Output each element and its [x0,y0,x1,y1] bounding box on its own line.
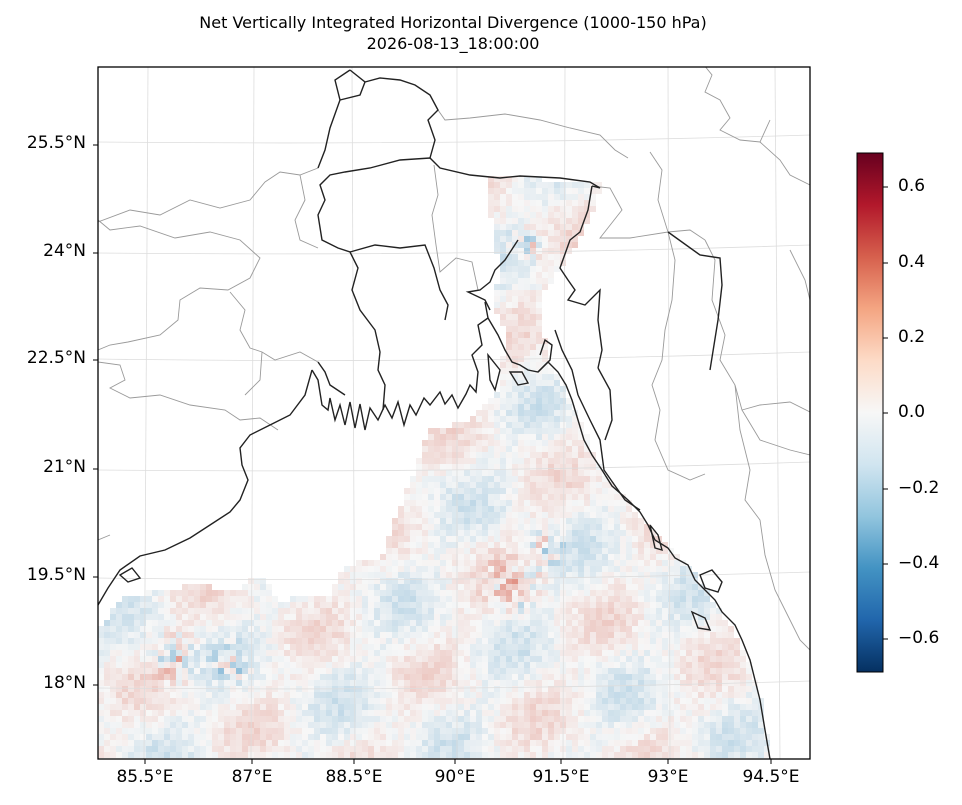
colorbar-label: 0.2 [898,327,926,347]
map-frame [97,66,811,760]
lon-label: 85.5°E [116,767,174,787]
map-title: Net Vertically Integrated Horizontal Div… [199,13,707,32]
coastline-and-national-borders [98,69,771,759]
colorbar-label: −0.2 [898,478,940,498]
lon-label: 93°E [647,767,689,787]
lat-label: 19.5°N [26,565,86,585]
lon-ticks [144,759,772,764]
lat-label: 24°N [43,241,86,261]
lon-label: 88.5°E [325,767,383,787]
admin-borders [98,67,810,651]
divergence-field [98,176,770,758]
lon-label: 90°E [434,767,476,787]
lat-label: 21°N [43,457,86,477]
colorbar-label: 0.0 [898,402,926,422]
lon-label: 91.5°E [532,767,590,787]
lat-ticks [93,144,98,686]
lat-label: 18°N [43,673,86,693]
colorbar-label: −0.4 [898,553,940,573]
lat-label: 25.5°N [26,133,86,153]
colorbar-label: 0.4 [898,252,926,272]
colorbar [856,152,884,673]
map-area [98,67,810,759]
colorbar-ticks [883,186,888,640]
map-subtitle: 2026-08-13_18:00:00 [366,34,540,53]
gridlines [98,67,810,759]
lon-label: 87°E [231,767,273,787]
lat-label: 22.5°N [26,348,86,368]
lon-label: 94.5°E [742,767,800,787]
colorbar-label: −0.6 [898,628,940,648]
colorbar-label: 0.6 [898,176,926,196]
